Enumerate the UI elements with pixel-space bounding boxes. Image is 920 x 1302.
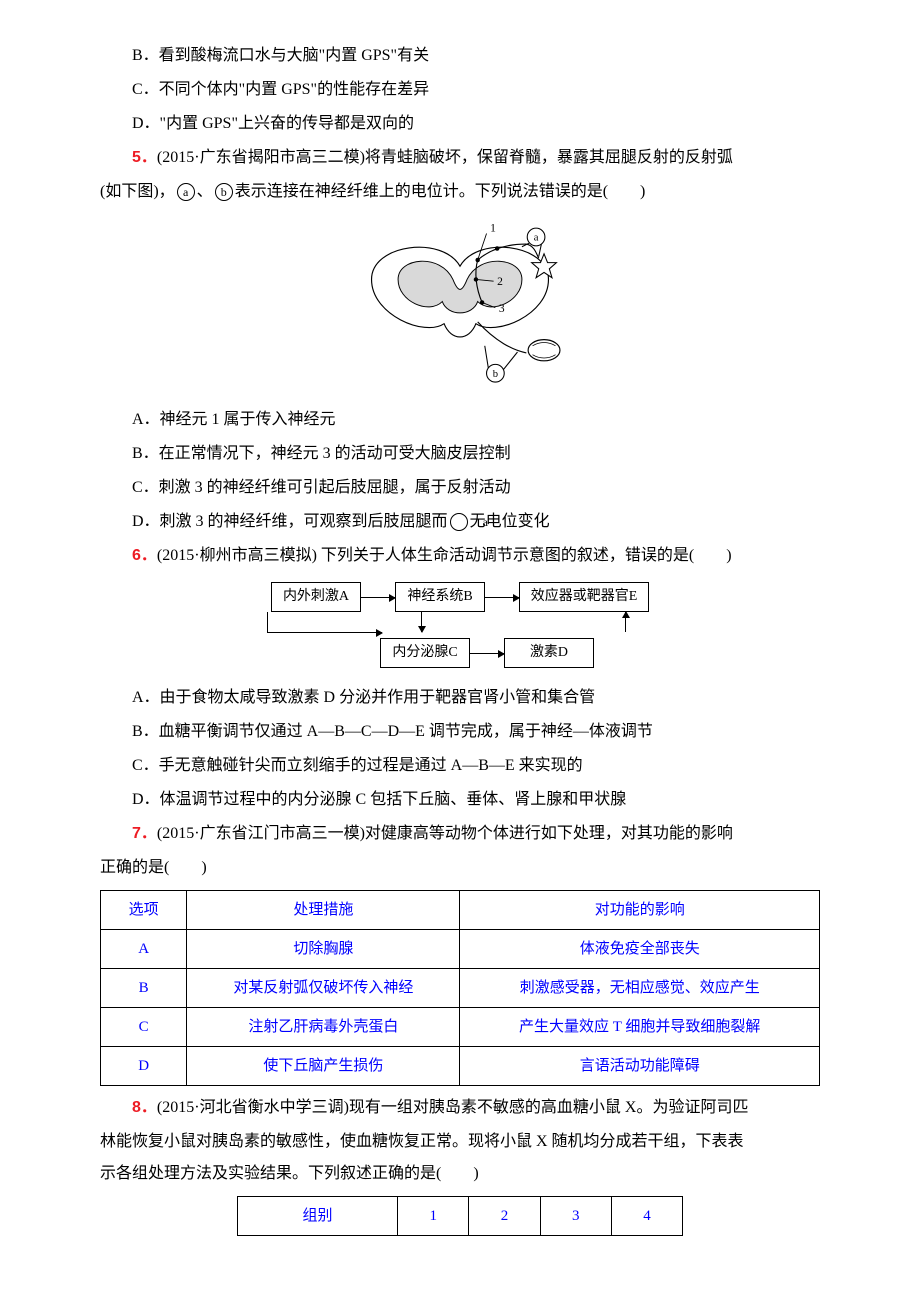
table-row: D 使下丘脑产生损伤 言语活动功能障碍 (101, 1047, 820, 1086)
q7-stem-text1: (2015·广东省江门市高三一模)对健康高等动物个体进行如下处理，对其功能的影响 (157, 825, 733, 842)
q6-flow-diagram: 内外刺激A 神经系统B 效应器或靶器官E 内分泌腺C 激素D (100, 582, 820, 668)
q8-h0: 组别 (237, 1197, 397, 1236)
q7-number: 7． (132, 825, 157, 842)
q7-r3c0: D (101, 1047, 187, 1086)
q4-option-d: D．"内置 GPS"上兴奋的传导都是双向的 (100, 108, 820, 140)
q7-r3c1: 使下丘脑产生损伤 (187, 1047, 460, 1086)
flow-box-b: 神经系统B (395, 582, 485, 612)
table-row: C 注射乙肝病毒外壳蛋白 产生大量效应 T 细胞并导致细胞裂解 (101, 1008, 820, 1047)
meter-b-label: b (493, 369, 498, 380)
circle-a-icon: a (177, 183, 195, 201)
q7-th-0: 选项 (101, 891, 187, 930)
q7-r2c1: 注射乙肝病毒外壳蛋白 (187, 1008, 460, 1047)
q5-number: 5． (132, 149, 157, 166)
q5-optd-part2: 无电位变化 (470, 513, 550, 530)
q5-stem-line1: 5．(2015·广东省揭阳市高三二模)将青蛙脑破坏，保留脊髓，暴露其屈腿反射的反… (100, 142, 820, 174)
flow-box-e: 效应器或靶器官E (519, 582, 649, 612)
q7-r2c2: 产生大量效应 T 细胞并导致细胞裂解 (460, 1008, 820, 1047)
flow-box-d: 激素D (504, 638, 594, 668)
meter-a-label: a (534, 233, 539, 244)
q7-stem-line2: 正确的是( ) (100, 852, 820, 884)
q8-h1: 1 (398, 1197, 469, 1236)
flow-box-c: 内分泌腺C (380, 638, 470, 668)
q7-r2c0: C (101, 1008, 187, 1047)
q7-r1c0: B (101, 969, 187, 1008)
q7-r0c2: 体液免疫全部丧失 (460, 930, 820, 969)
q5-option-d: D．刺激 3 的神经纤维，可观察到后肢屈腿而a无电位变化 (100, 506, 820, 538)
label-2: 2 (497, 276, 503, 288)
q4-option-c: C．不同个体内"内置 GPS"的性能存在差异 (100, 74, 820, 106)
q8-h2: 2 (469, 1197, 540, 1236)
q8-h4: 4 (611, 1197, 682, 1236)
q6-option-d: D．体温调节过程中的内分泌腺 C 包括下丘脑、垂体、肾上腺和甲状腺 (100, 784, 820, 816)
q6-option-b: B．血糖平衡调节仅通过 A—B—C—D—E 调节完成，属于神经—体液调节 (100, 716, 820, 748)
q8-stem-line3: 示各组处理方法及实验结果。下列叙述正确的是( ) (100, 1158, 820, 1190)
table-row: 选项 处理措施 对功能的影响 (101, 891, 820, 930)
q5-option-b: B．在正常情况下，神经元 3 的活动可受大脑皮层控制 (100, 438, 820, 470)
q6-number: 6． (132, 547, 157, 564)
flow-box-a: 内外刺激A (271, 582, 361, 612)
label-1: 1 (490, 223, 496, 235)
q7-stem-line1: 7．(2015·广东省江门市高三一模)对健康高等动物个体进行如下处理，对其功能的… (100, 818, 820, 850)
circle-a-icon-2: a (450, 513, 468, 531)
q7-r1c1: 对某反射弧仅破坏传入神经 (187, 969, 460, 1008)
q5-option-c: C．刺激 3 的神经纤维可引起后肢屈腿，属于反射活动 (100, 472, 820, 504)
q5-stem-text2a: (如下图)， (100, 183, 175, 200)
table-row: A 切除胸腺 体液免疫全部丧失 (101, 930, 820, 969)
q7-th-2: 对功能的影响 (460, 891, 820, 930)
q5-stem-text2b: 、 (197, 183, 213, 200)
q6-stem: 6．(2015·柳州市高三模拟) 下列关于人体生命活动调节示意图的叙述，错误的是… (100, 540, 820, 572)
q8-number: 8． (132, 1099, 157, 1116)
q6-option-a: A．由于食物太咸导致激素 D 分泌并作用于靶器官肾小管和集合管 (100, 682, 820, 714)
q5-option-a: A．神经元 1 属于传入神经元 (100, 404, 820, 436)
q7-r0c1: 切除胸腺 (187, 930, 460, 969)
q5-stem-line2: (如下图)，a、b表示连接在神经纤维上的电位计。下列说法错误的是( ) (100, 176, 820, 208)
q7-th-1: 处理措施 (187, 891, 460, 930)
q6-stem-text: (2015·柳州市高三模拟) 下列关于人体生命活动调节示意图的叙述，错误的是( … (157, 547, 732, 564)
table-row: 组别 1 2 3 4 (237, 1197, 682, 1236)
q7-r0c0: A (101, 930, 187, 969)
q6-option-c: C．手无意触碰针尖而立刻缩手的过程是通过 A—B—E 来实现的 (100, 750, 820, 782)
q8-stem-line2: 林能恢复小鼠对胰岛素的敏感性，使血糖恢复正常。现将小鼠 X 随机均分成若干组，下… (100, 1126, 820, 1158)
q7-table: 选项 处理措施 对功能的影响 A 切除胸腺 体液免疫全部丧失 B 对某反射弧仅破… (100, 890, 820, 1086)
q4-option-b: B．看到酸梅流口水与大脑"内置 GPS"有关 (100, 40, 820, 72)
q8-table: 组别 1 2 3 4 (237, 1196, 683, 1236)
q7-r1c2: 刺激感受器，无相应感觉、效应产生 (460, 969, 820, 1008)
q8-stem-text1: (2015·河北省衡水中学三调)现有一组对胰岛素不敏感的高血糖小鼠 X。为验证阿… (157, 1099, 749, 1116)
q8-h3: 3 (540, 1197, 611, 1236)
q5-diagram: a b 1 2 3 (100, 216, 820, 396)
table-row: B 对某反射弧仅破坏传入神经 刺激感受器，无相应感觉、效应产生 (101, 969, 820, 1008)
circle-b-icon: b (215, 183, 233, 201)
q5-stem-text1: (2015·广东省揭阳市高三二模)将青蛙脑破坏，保留脊髓，暴露其屈腿反射的反射弧 (157, 149, 733, 166)
q5-optd-part1: D．刺激 3 的神经纤维，可观察到后肢屈腿而 (132, 513, 448, 530)
q7-r3c2: 言语活动功能障碍 (460, 1047, 820, 1086)
q5-stem-text2c: 表示连接在神经纤维上的电位计。下列说法错误的是( ) (235, 183, 646, 200)
label-3: 3 (499, 303, 505, 315)
spinal-cord-svg: a b 1 2 3 (345, 216, 575, 396)
q8-stem-line1: 8．(2015·河北省衡水中学三调)现有一组对胰岛素不敏感的高血糖小鼠 X。为验… (100, 1092, 820, 1124)
